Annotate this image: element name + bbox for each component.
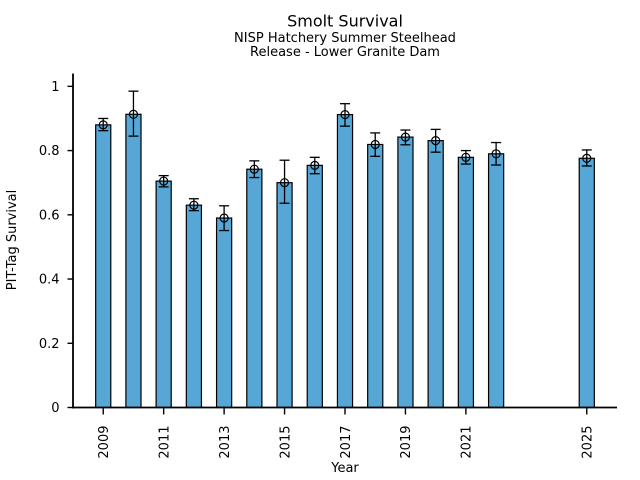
chart-subtitle-line-1: NISP Hatchery Summer Steelhead: [234, 31, 456, 46]
errorbar-2015: [279, 159, 290, 204]
marker-2016: [310, 160, 320, 170]
marker-2020: [431, 136, 441, 146]
bar-2014: [246, 168, 263, 409]
bars-group: [95, 113, 595, 409]
x-tick-label-2009: 2009: [97, 426, 112, 459]
errorbars-group: [98, 90, 592, 232]
bar-2015: [276, 182, 293, 409]
errorbar-2009: [98, 117, 109, 132]
x-tick-label-2021: 2021: [460, 426, 475, 459]
y-tick-label-0.8: 0.8: [39, 144, 60, 159]
marker-2019: [400, 132, 411, 142]
bar-2025: [578, 157, 595, 409]
chart-title: Smolt Survival: [287, 12, 403, 31]
y-tick-label-0.4: 0.4: [39, 273, 60, 288]
marker-2021: [461, 152, 471, 162]
marker-2022: [491, 149, 501, 159]
bar-2016: [306, 164, 323, 409]
errorbar-2022: [491, 141, 502, 166]
marker-2011: [159, 176, 169, 186]
marker-2009: [98, 120, 108, 130]
x-tick-label-2011: 2011: [157, 426, 172, 459]
bar-2009: [95, 124, 112, 409]
x-tick-label-2017: 2017: [339, 426, 354, 459]
marker-2010: [128, 109, 139, 119]
errorbar-2012: [188, 198, 199, 212]
y-tick-label-1: 1: [51, 80, 59, 95]
marker-2017: [340, 110, 350, 120]
errorbar-2010: [128, 90, 139, 137]
y-tick-label-0.6: 0.6: [39, 208, 60, 223]
errorbar-2019: [400, 129, 411, 146]
bar-2021: [457, 156, 475, 409]
y-tick-label-0.2: 0.2: [39, 337, 60, 352]
marker-2015: [279, 178, 290, 188]
x-ticks-group: 2009 2011 2013 2015 2017 2019 2021 2025: [97, 408, 596, 459]
y-axis-label: PIT-Tag Survival: [5, 190, 20, 290]
bar-2019: [397, 136, 414, 409]
errorbar-2018: [370, 132, 381, 158]
marker-2018: [370, 139, 380, 150]
errorbar-2011: [158, 174, 169, 188]
errorbar-2017: [340, 103, 350, 127]
bar-2010: [125, 113, 142, 409]
x-axis-label: Year: [330, 461, 359, 476]
bar-2018: [367, 143, 384, 409]
x-tick-label-2013: 2013: [218, 426, 233, 459]
marker-2014: [249, 164, 259, 174]
errorbar-2021: [460, 149, 471, 165]
x-tick-label-2019: 2019: [399, 426, 414, 459]
errorbar-2020: [430, 128, 441, 153]
x-tick-label-2015: 2015: [278, 426, 293, 459]
errorbar-2025: [581, 149, 592, 167]
axes-group: [72, 73, 617, 409]
bar-2020: [427, 140, 444, 409]
y-ticks-group: 0 0.2 0.4 0.6 0.8 1: [39, 80, 73, 416]
bar-2013: [215, 217, 233, 409]
y-tick-label-0: 0: [51, 401, 59, 416]
chart-subtitle-line-2: Release - Lower Granite Dam: [250, 45, 440, 60]
bar-2017: [336, 114, 354, 409]
bar-2011: [155, 180, 172, 409]
bar-2012: [185, 204, 203, 409]
errorbar-2016: [309, 156, 320, 175]
marker-2013: [219, 213, 229, 223]
bar-2022: [487, 153, 505, 409]
marker-2012: [189, 200, 199, 210]
errorbar-2013: [219, 205, 230, 232]
errorbar-2014: [249, 160, 260, 179]
marker-2025: [582, 153, 592, 163]
x-tick-label-2025: 2025: [581, 426, 596, 459]
